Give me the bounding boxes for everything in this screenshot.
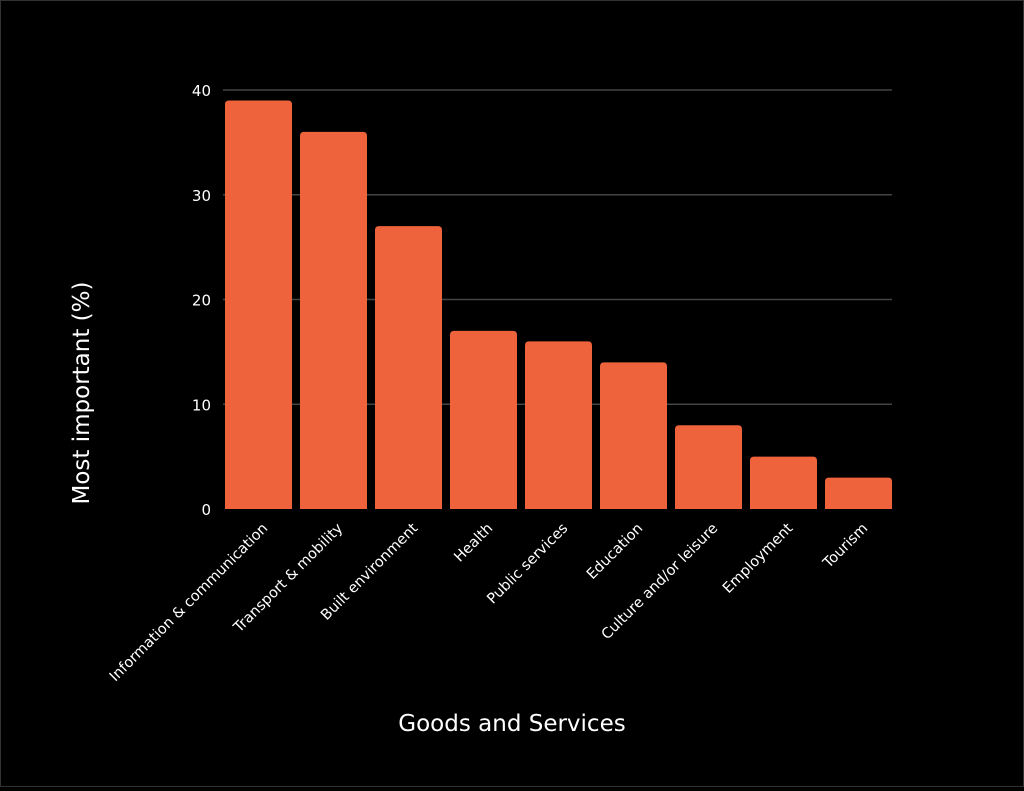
bar	[225, 100, 292, 509]
bar	[375, 226, 442, 510]
x-tick-label: Tourism	[820, 521, 872, 573]
x-tick-label: Employment	[720, 520, 797, 597]
y-tick-labels: 0 10 20 30 40	[192, 82, 211, 519]
y-tick-label: 0	[201, 501, 211, 519]
bar	[825, 477, 892, 509]
y-tick-label: 20	[192, 292, 211, 310]
y-axis-label: Most important (%)	[69, 282, 95, 505]
bar	[675, 425, 742, 509]
y-tick-label: 30	[192, 187, 211, 205]
bar	[600, 362, 667, 509]
bars	[225, 100, 892, 510]
x-tick-label: Information & communication	[107, 521, 271, 685]
bar	[450, 330, 517, 509]
x-tick-label: Health	[451, 521, 496, 566]
x-tick-label: Education	[584, 521, 646, 583]
y-tick-label: 10	[192, 396, 211, 414]
x-axis-label: Goods and Services	[398, 711, 625, 737]
bar	[750, 456, 817, 509]
y-tick-label: 40	[192, 82, 211, 100]
bar	[300, 131, 367, 509]
x-tick-label: Public services	[484, 521, 571, 608]
bar	[525, 341, 592, 509]
